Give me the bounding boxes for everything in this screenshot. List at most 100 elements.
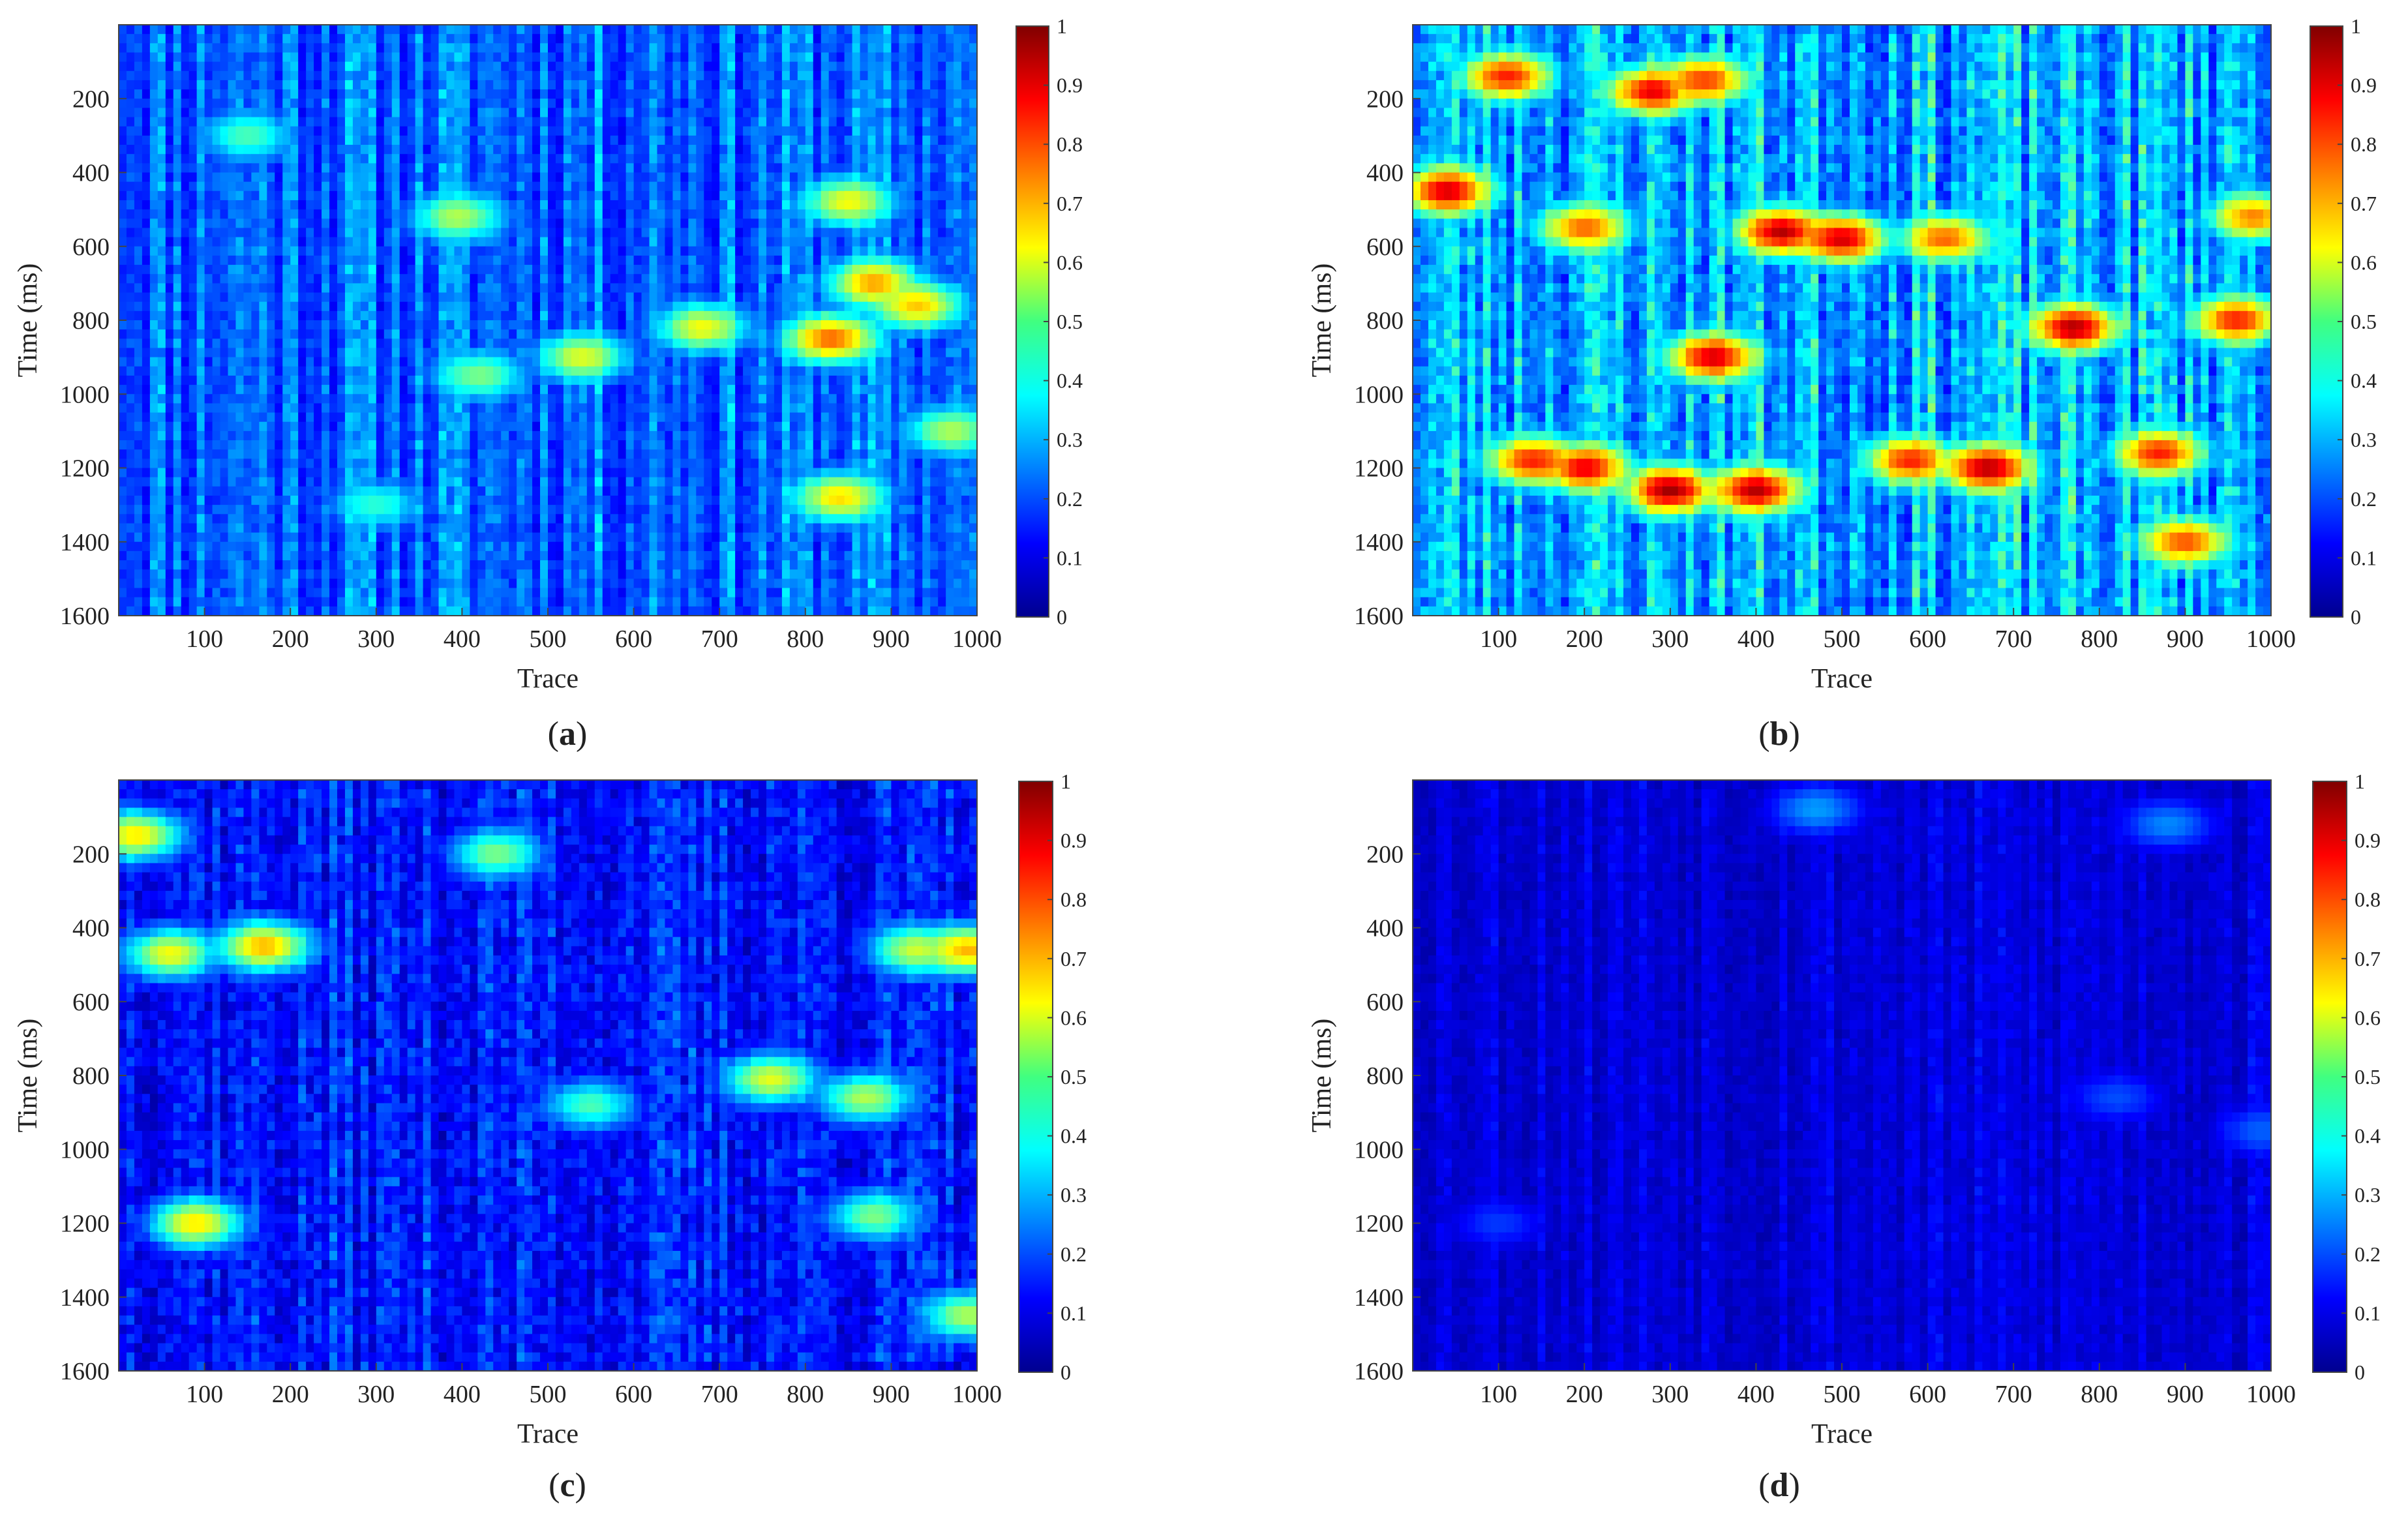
heatmap-cell: [759, 190, 767, 201]
heatmap-cell: [914, 412, 923, 423]
heatmap-cell: [391, 43, 400, 53]
heatmap-cell: [813, 348, 822, 358]
heatmap-cell: [423, 172, 432, 183]
heatmap-cell: [704, 135, 712, 145]
heatmap-cell: [501, 255, 509, 265]
heatmap-cell: [899, 52, 907, 63]
heatmap-cell: [602, 145, 611, 155]
heatmap-cell: [384, 89, 393, 99]
heatmap-cell: [969, 338, 978, 349]
heatmap-cell: [173, 320, 182, 330]
heatmap-cell: [407, 283, 416, 293]
heatmap-cell: [477, 292, 486, 303]
heatmap-cell: [438, 61, 447, 72]
heatmap-cell: [610, 200, 619, 210]
heatmap-cell: [751, 403, 759, 413]
heatmap-cell: [212, 385, 221, 395]
heatmap-cell: [766, 34, 775, 44]
heatmap-cell: [641, 98, 650, 109]
heatmap-cell: [399, 357, 408, 367]
heatmap-cell: [961, 25, 970, 35]
heatmap-cell: [344, 218, 354, 229]
heatmap-cell: [344, 310, 354, 321]
heatmap-cell: [399, 320, 408, 330]
heatmap-cell: [462, 163, 470, 173]
heatmap-cell: [665, 430, 674, 441]
heatmap-cell: [391, 440, 400, 450]
heatmap-cell: [344, 98, 354, 109]
heatmap-cell: [766, 412, 775, 423]
heatmap-cell: [625, 412, 635, 423]
heatmap-cell: [251, 98, 260, 109]
heatmap-cell: [368, 80, 377, 90]
heatmap-cell: [134, 70, 143, 81]
panel-a: 100 200 300 400 500 600 700 800 900 1000 200 400 60…: [0, 0, 1114, 768]
heatmap-cell: [532, 70, 541, 81]
heatmap-cell: [430, 301, 440, 312]
heatmap-cell: [899, 126, 907, 136]
heatmap-cell: [696, 190, 704, 201]
heatmap-cell: [813, 366, 822, 376]
heatmap-cell: [134, 348, 143, 358]
heatmap-cell: [610, 25, 619, 35]
heatmap-cell: [828, 108, 837, 118]
heatmap-cell: [212, 366, 221, 376]
heatmap-cell: [173, 348, 182, 358]
heatmap-cell: [360, 357, 369, 367]
heatmap-cell: [477, 43, 486, 53]
heatmap-cell: [883, 135, 892, 145]
heatmap-cell: [875, 274, 884, 284]
heatmap-cell: [149, 98, 158, 109]
heatmap-cell: [517, 394, 525, 404]
heatmap-cell: [680, 338, 689, 349]
heatmap-cell: [649, 274, 658, 284]
heatmap-cell: [665, 310, 674, 321]
heatmap-cell: [235, 108, 245, 118]
heatmap-cell: [126, 292, 135, 303]
heatmap-cell: [735, 301, 744, 312]
heatmap-cell: [696, 43, 704, 53]
heatmap-cell: [509, 301, 517, 312]
heatmap-cell: [735, 209, 744, 219]
heatmap-cell: [322, 348, 330, 358]
heatmap-cell: [555, 366, 564, 376]
heatmap-cell: [430, 237, 440, 247]
heatmap-cell: [119, 320, 127, 330]
heatmap-cell: [688, 348, 697, 358]
heatmap-cell: [860, 255, 869, 265]
heatmap-cell: [625, 394, 635, 404]
heatmap-cell: [836, 190, 845, 201]
heatmap-cell: [407, 385, 416, 395]
heatmap-cell: [290, 255, 299, 265]
heatmap-cell: [633, 329, 642, 339]
heatmap-cell: [407, 228, 416, 238]
heatmap-cell: [470, 135, 478, 145]
heatmap-cell: [384, 98, 393, 109]
heatmap-cell: [875, 43, 884, 53]
heatmap-cell: [907, 80, 915, 90]
heatmap-cell: [751, 43, 759, 53]
heatmap-cell: [828, 52, 837, 63]
heatmap-cell: [259, 126, 267, 136]
heatmap-cell: [727, 52, 736, 63]
heatmap-cell: [571, 34, 580, 44]
heatmap-cell: [322, 357, 330, 367]
heatmap-cell: [204, 117, 213, 127]
heatmap-cell: [969, 200, 978, 210]
heatmap-cell: [680, 89, 689, 99]
heatmap-cell: [586, 117, 595, 127]
heatmap-cell: [290, 228, 299, 238]
heatmap-cell: [470, 200, 478, 210]
heatmap-cell: [470, 98, 478, 109]
heatmap-cell: [173, 366, 182, 376]
heatmap-cell: [399, 421, 408, 432]
heatmap-cell: [969, 34, 978, 44]
heatmap-cell: [360, 394, 369, 404]
heatmap-cell: [805, 43, 814, 53]
heatmap-cell: [751, 89, 759, 99]
heatmap-cell: [509, 172, 517, 183]
heatmap-cell: [423, 310, 432, 321]
heatmap-cell: [352, 43, 361, 53]
heatmap-cell: [430, 98, 440, 109]
heatmap-cell: [774, 163, 783, 173]
